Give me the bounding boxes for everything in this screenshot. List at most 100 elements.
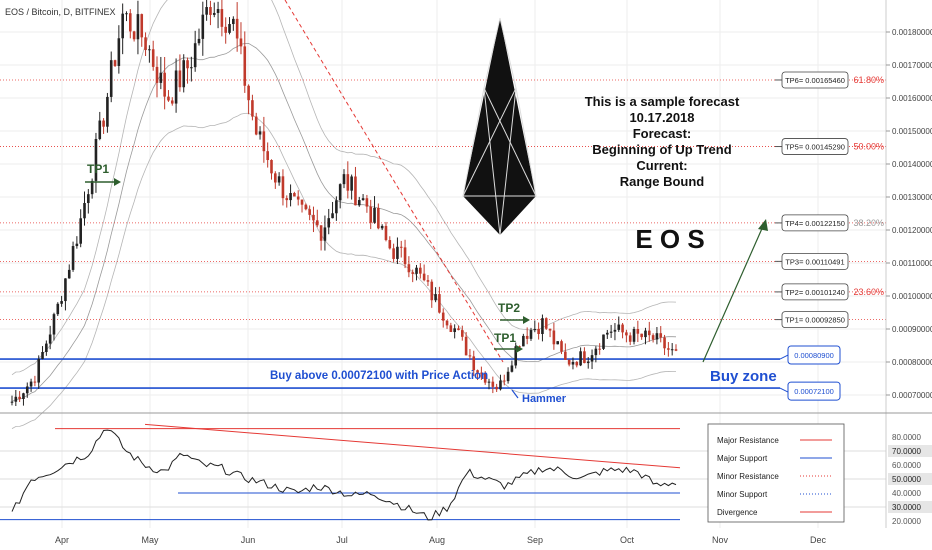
fib-label: 23.60% bbox=[853, 287, 884, 297]
candle-body bbox=[232, 18, 235, 25]
candle-body bbox=[609, 331, 613, 333]
rsi-reference-label: 70.0000 bbox=[892, 447, 921, 456]
candle-body bbox=[457, 328, 460, 331]
support-connector bbox=[779, 387, 789, 393]
candle-body bbox=[514, 346, 518, 366]
candle-body bbox=[128, 13, 132, 32]
rsi-tick-label: 20.0000 bbox=[892, 517, 921, 526]
time-tick-label: Aug bbox=[429, 535, 445, 545]
price-tick-label: 0.00080000 bbox=[892, 358, 932, 367]
candle-body bbox=[87, 194, 90, 204]
candle-body bbox=[45, 343, 48, 353]
candle-body bbox=[186, 60, 189, 69]
candle-body bbox=[312, 214, 315, 221]
divergence-line bbox=[144, 423, 681, 469]
candle-body bbox=[190, 67, 193, 69]
candle-body bbox=[155, 66, 159, 83]
candle-body bbox=[220, 9, 224, 27]
candle-body bbox=[606, 332, 609, 335]
legend-label: Minor Resistance bbox=[717, 472, 779, 481]
candle-body bbox=[90, 180, 94, 195]
price-tick-label: 0.00150000 bbox=[892, 127, 932, 136]
candle-body bbox=[567, 359, 571, 365]
tp1-left-arrowhead bbox=[114, 178, 121, 186]
candle-body bbox=[331, 213, 334, 219]
candle-body bbox=[533, 328, 537, 331]
candle-body bbox=[83, 203, 86, 219]
candle-body bbox=[468, 355, 472, 357]
candle-body bbox=[640, 333, 643, 338]
forecast-arrowhead bbox=[758, 219, 768, 231]
candle-body bbox=[560, 341, 563, 352]
candle-body bbox=[29, 381, 33, 387]
forecast-line-6: Range Bound bbox=[620, 174, 705, 189]
candle-body bbox=[79, 218, 82, 244]
candle-body bbox=[396, 246, 399, 259]
legend-label: Minor Support bbox=[717, 490, 768, 499]
candle-body bbox=[167, 96, 170, 101]
candle-body bbox=[148, 49, 151, 51]
candle-body bbox=[419, 267, 422, 274]
fib-label: 61.80% bbox=[853, 75, 884, 85]
time-tick-label: Jun bbox=[241, 535, 256, 545]
rsi-reference-label: 50.0000 bbox=[892, 475, 921, 484]
candle-body bbox=[651, 335, 655, 340]
hammer-arrow bbox=[511, 389, 519, 399]
target-label: TP6= 0.00165460 bbox=[785, 76, 845, 85]
time-tick-label: Oct bbox=[620, 535, 635, 545]
candle-body bbox=[33, 381, 37, 383]
candle-body bbox=[602, 334, 605, 349]
candle-body bbox=[399, 246, 403, 248]
tp1-arrowhead bbox=[516, 345, 523, 353]
candle-body bbox=[590, 355, 594, 362]
candle-body bbox=[411, 272, 414, 274]
candle-body bbox=[300, 199, 304, 205]
support-label: 0.00080900 bbox=[794, 351, 834, 360]
candle-body bbox=[52, 314, 56, 335]
candle-body bbox=[491, 381, 495, 387]
target-label: TP1= 0.00092850 bbox=[785, 316, 845, 325]
candle-body bbox=[243, 46, 247, 86]
price-levels: TP6= 0.00165460 61.80% TP5= 0.00145290 50.0… bbox=[0, 0, 886, 401]
candle-body bbox=[212, 12, 216, 15]
candle-body bbox=[209, 7, 212, 15]
fib-label: 38.20% bbox=[853, 218, 884, 228]
candle-body bbox=[541, 318, 544, 335]
candle-body bbox=[583, 351, 586, 364]
time-tick-label: Sep bbox=[527, 535, 543, 545]
eos-logo bbox=[462, 17, 537, 236]
hammer-label: Hammer bbox=[522, 393, 567, 405]
candle-body bbox=[151, 49, 155, 67]
candle-body bbox=[94, 138, 98, 181]
target-box bbox=[781, 283, 849, 301]
candle-body bbox=[407, 264, 411, 273]
candle-body bbox=[529, 330, 533, 339]
target-box bbox=[781, 311, 849, 328]
candle-body bbox=[369, 206, 373, 223]
candle-body bbox=[106, 96, 109, 127]
candle-body bbox=[617, 324, 621, 330]
band-upper bbox=[11, 0, 677, 376]
tp1-label: TP1 bbox=[494, 331, 516, 345]
candle-body bbox=[487, 381, 491, 383]
candle-body bbox=[586, 361, 590, 364]
candle-body bbox=[293, 193, 296, 197]
price-tick-label: 0.00070000 bbox=[892, 391, 932, 400]
symbol-title: EOS / Bitcoin, D, BITFINEX bbox=[5, 7, 116, 17]
candle-body bbox=[556, 341, 560, 345]
candle-body bbox=[323, 227, 327, 241]
candle-body bbox=[285, 198, 289, 201]
rsi-reference-label-bg bbox=[888, 473, 932, 485]
candle-body bbox=[552, 330, 556, 345]
candle-body bbox=[132, 31, 136, 40]
candle-body bbox=[544, 318, 548, 329]
candle-body bbox=[274, 173, 277, 183]
candle-body bbox=[67, 269, 71, 279]
candle-body bbox=[266, 151, 269, 161]
forecast-arrow bbox=[702, 223, 765, 363]
target-label: TP4= 0.00122150 bbox=[785, 219, 845, 228]
legend-label: Divergence bbox=[717, 508, 758, 517]
candle-body bbox=[182, 60, 186, 88]
candle-body bbox=[14, 396, 18, 402]
